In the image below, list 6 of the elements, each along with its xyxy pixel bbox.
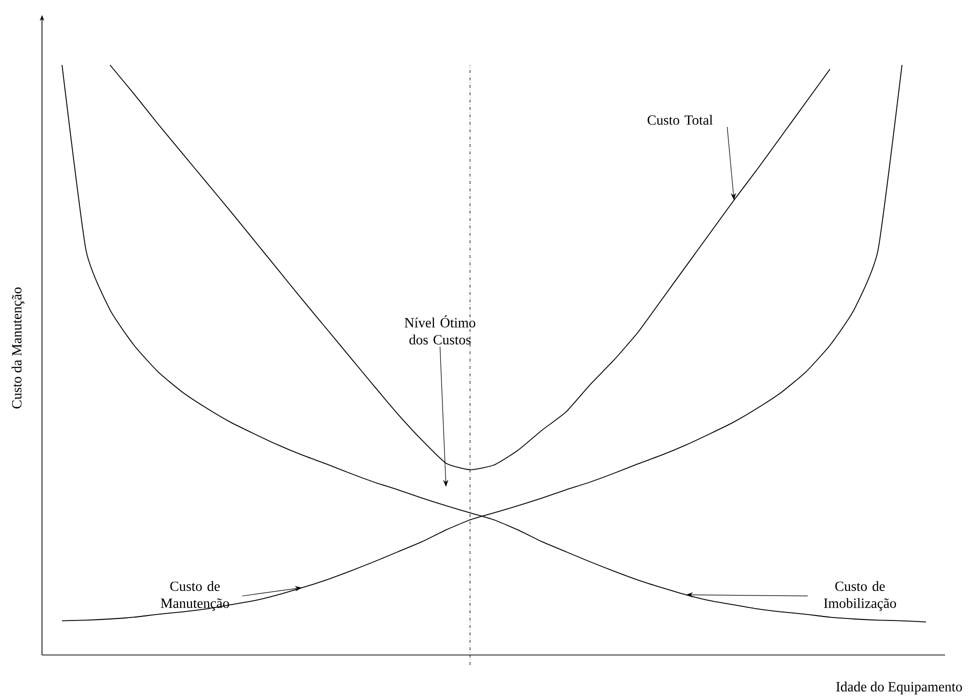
x-axis-title: Idade do Equipamento bbox=[836, 682, 962, 694]
annotation: Custo de Manutenção bbox=[160, 581, 230, 611]
annotation: Custo de Imobilização bbox=[824, 581, 896, 611]
annotation: Custo Total bbox=[648, 114, 713, 125]
annotation: Nível Ótimo dos Custos bbox=[404, 315, 476, 344]
y-axis-title: Custo da Manutenção bbox=[12, 287, 24, 408]
